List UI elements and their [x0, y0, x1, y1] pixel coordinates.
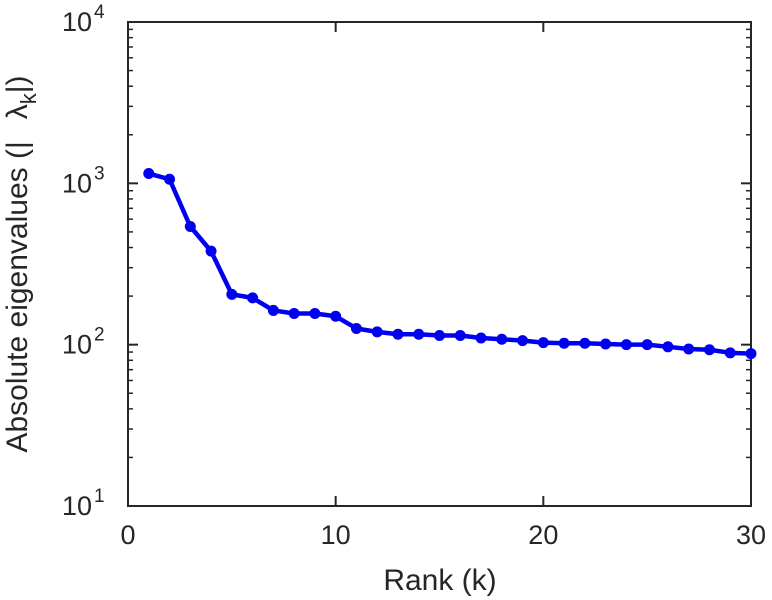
axis-labels: Rank (k) Absolute eigenvalues (|λk|)	[1, 75, 497, 597]
y-tick-label: 10 1	[62, 486, 105, 521]
data-point-marker	[288, 308, 300, 320]
plot-box	[127, 21, 752, 507]
data-point-marker	[683, 343, 695, 355]
data-point-marker	[350, 322, 362, 334]
data-point-marker	[724, 347, 736, 359]
axis-ticks	[127, 21, 752, 507]
data-point-marker	[662, 341, 674, 353]
x-axis-label: Rank (k)	[383, 564, 496, 597]
data-point-marker	[392, 328, 404, 340]
data-point-marker	[475, 332, 487, 344]
data-point-marker	[600, 338, 612, 350]
y-tick-label: 10 2	[62, 325, 105, 360]
y-tick-label: 10 4	[62, 2, 105, 37]
data-point-marker	[517, 335, 529, 347]
data-point-marker	[143, 168, 155, 180]
data-point-marker	[205, 245, 217, 257]
x-tick-label: 10	[321, 520, 351, 550]
data-point-marker	[641, 339, 653, 351]
series-line-absolute-eigenvalues	[146, 171, 754, 356]
data-point-marker	[309, 308, 321, 320]
y-axis-label: Absolute eigenvalues (|λk|)	[1, 75, 41, 452]
x-tick-label: 30	[736, 520, 766, 550]
plot-border	[127, 21, 752, 507]
data-point-marker	[247, 292, 259, 304]
data-point-marker	[558, 337, 570, 349]
data-point-marker	[537, 337, 549, 349]
x-tick-label: 20	[528, 520, 558, 550]
x-tick-label: 0	[120, 520, 135, 550]
data-point-marker	[745, 348, 757, 360]
data-series	[143, 168, 757, 360]
data-point-marker	[579, 337, 591, 349]
data-point-marker	[330, 310, 342, 322]
data-point-marker	[496, 333, 508, 345]
data-point-marker	[620, 339, 632, 351]
data-point-marker	[371, 326, 383, 338]
data-point-marker	[184, 221, 196, 233]
data-point-marker	[434, 329, 445, 341]
data-point-marker	[413, 328, 425, 340]
data-point-marker	[164, 173, 176, 185]
y-tick-label: 10 3	[62, 163, 105, 198]
data-point-marker	[267, 304, 279, 316]
data-point-marker	[703, 344, 715, 356]
data-point-marker	[226, 288, 238, 300]
data-point-marker	[454, 329, 466, 341]
